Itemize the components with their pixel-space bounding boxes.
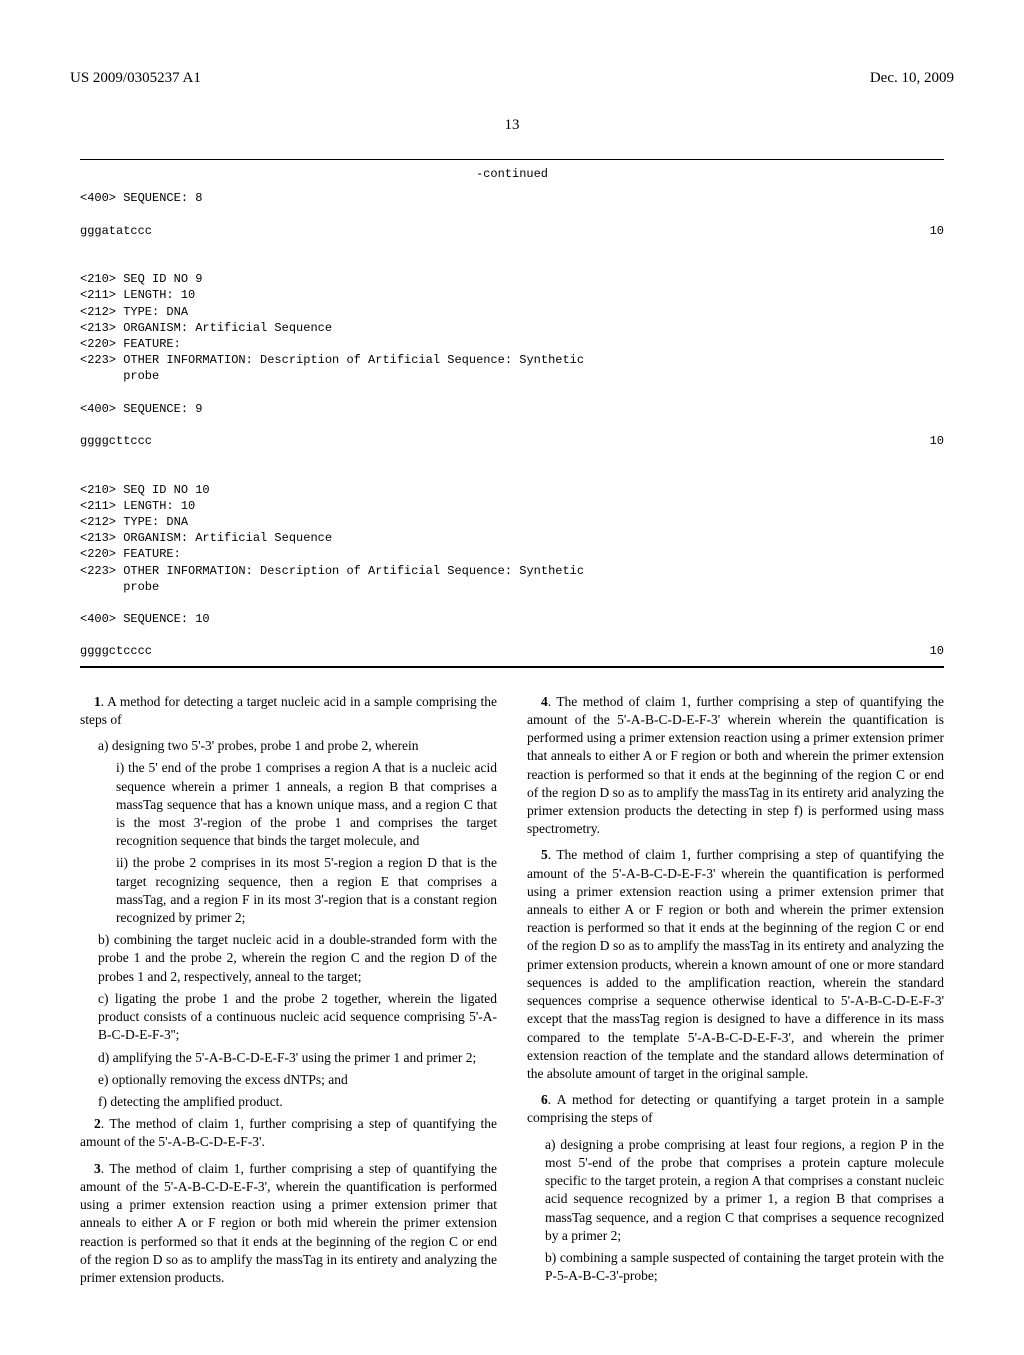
seq9-other2: probe	[80, 368, 944, 384]
seq9-length: <211> LENGTH: 10	[80, 287, 944, 303]
claim-2: 2. The method of claim 1, further compri…	[80, 1115, 497, 1151]
claim-6-intro: 6. A method for detecting or quantifying…	[527, 1091, 944, 1127]
page-number: 13	[70, 117, 954, 134]
seq9-feature: <220> FEATURE:	[80, 336, 944, 352]
claim-6-intro-text: A method for detecting or quantifying a …	[527, 1092, 944, 1125]
claim-6-a: a) designing a probe comprising at least…	[545, 1136, 944, 1245]
claim-3-text: The method of claim 1, further comprisin…	[80, 1161, 497, 1285]
divider	[80, 159, 944, 160]
claim-4-text: The method of claim 1, further comprisin…	[527, 694, 944, 837]
page-header: US 2009/0305237 A1 Dec. 10, 2009	[70, 70, 954, 87]
seq10-length-num: 10	[930, 643, 944, 659]
publication-date: Dec. 10, 2009	[870, 70, 954, 87]
seq8-header: <400> SEQUENCE: 8	[80, 190, 944, 206]
claim-1-intro: 1. A method for detecting a target nucle…	[80, 693, 497, 729]
seq9-sequence: ggggcttccc	[80, 433, 152, 449]
seq10-organism: <213> ORGANISM: Artificial Sequence	[80, 530, 944, 546]
seq10-header: <400> SEQUENCE: 10	[80, 611, 944, 627]
claim-5-text: The method of claim 1, further comprisin…	[527, 847, 944, 1081]
left-column: 1. A method for detecting a target nucle…	[80, 693, 497, 1296]
claim-1-i: i) the 5' end of the probe 1 comprises a…	[116, 759, 497, 850]
claim-2-text: The method of claim 1, further comprisin…	[80, 1116, 497, 1149]
seq9-type: <212> TYPE: DNA	[80, 304, 944, 320]
seq10-id: <210> SEQ ID NO 10	[80, 482, 944, 498]
seq8-sequence: gggatatccc	[80, 223, 152, 239]
seq10-length: <211> LENGTH: 10	[80, 498, 944, 514]
seq9-organism: <213> ORGANISM: Artificial Sequence	[80, 320, 944, 336]
claim-1-f: f) detecting the amplified product.	[98, 1093, 497, 1111]
continued-label: -continued	[80, 166, 944, 182]
sequence-listing: -continued <400> SEQUENCE: 8 gggatatccc …	[80, 166, 944, 660]
claim-1-e: e) optionally removing the excess dNTPs;…	[98, 1071, 497, 1089]
publication-number: US 2009/0305237 A1	[70, 70, 201, 87]
seq8-length: 10	[930, 223, 944, 239]
seq10-other1: <223> OTHER INFORMATION: Description of …	[80, 563, 944, 579]
claim-4: 4. The method of claim 1, further compri…	[527, 693, 944, 839]
seq10-other2: probe	[80, 579, 944, 595]
claim-1-c: c) ligating the probe 1 and the probe 2 …	[98, 990, 497, 1045]
claim-5: 5. The method of claim 1, further compri…	[527, 846, 944, 1083]
claim-1-d: d) amplifying the 5'-A-B-C-D-E-F-3' usin…	[98, 1049, 497, 1067]
seq10-feature: <220> FEATURE:	[80, 546, 944, 562]
seq10-type: <212> TYPE: DNA	[80, 514, 944, 530]
seq8-sequence-row: gggatatccc 10	[80, 223, 944, 239]
seq9-header: <400> SEQUENCE: 9	[80, 401, 944, 417]
claim-1-intro-text: A method for detecting a target nucleic …	[80, 694, 497, 727]
seq10-sequence-row: ggggctcccc 10	[80, 643, 944, 659]
claims-columns: 1. A method for detecting a target nucle…	[80, 693, 944, 1296]
seq9-id: <210> SEQ ID NO 9	[80, 271, 944, 287]
claim-1-a: a) designing two 5'-3' probes, probe 1 a…	[98, 737, 497, 755]
divider-thick	[80, 666, 944, 668]
claim-1-ii: ii) the probe 2 comprises in its most 5'…	[116, 854, 497, 927]
seq9-other1: <223> OTHER INFORMATION: Description of …	[80, 352, 944, 368]
right-column: 4. The method of claim 1, further compri…	[527, 693, 944, 1296]
seq9-sequence-row: ggggcttccc 10	[80, 433, 944, 449]
claim-3: 3. The method of claim 1, further compri…	[80, 1160, 497, 1288]
page-container: US 2009/0305237 A1 Dec. 10, 2009 13 -con…	[0, 0, 1024, 1355]
claim-6-b: b) combining a sample suspected of conta…	[545, 1249, 944, 1285]
seq10-sequence: ggggctcccc	[80, 643, 152, 659]
seq9-length-num: 10	[930, 433, 944, 449]
claim-1-b: b) combining the target nucleic acid in …	[98, 931, 497, 986]
